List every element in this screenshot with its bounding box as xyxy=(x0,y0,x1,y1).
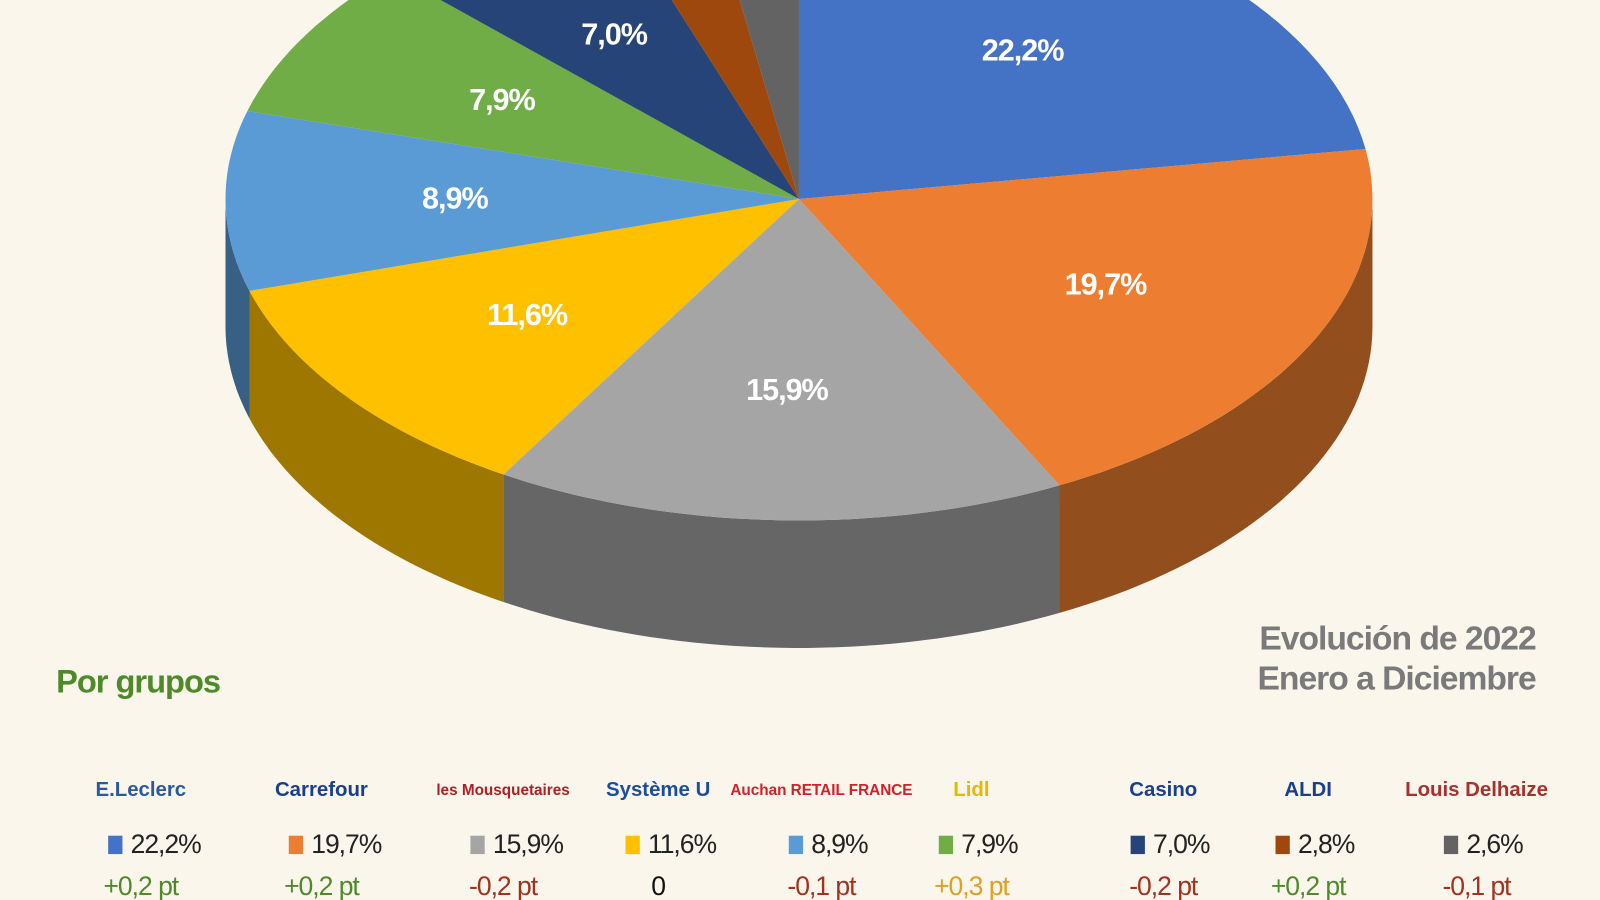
data-label: 11,6% xyxy=(487,298,568,332)
legend-swatch xyxy=(1443,835,1459,855)
slice-side xyxy=(249,290,504,602)
chart-title: Por grupos xyxy=(56,662,220,699)
change-label: +0,2 pt xyxy=(284,871,360,900)
legend-swatch xyxy=(288,835,304,855)
legend-swatch xyxy=(108,835,123,855)
change-label: +0,2 pt xyxy=(1271,871,1347,900)
legend-swatch xyxy=(938,835,954,855)
slice xyxy=(249,198,799,475)
logo: Auchan RETAIL FRANCE xyxy=(730,782,912,799)
change-label: +0,3 pt xyxy=(934,871,1010,900)
slice xyxy=(671,0,799,199)
data-label: 22,2% xyxy=(982,33,1064,67)
legend-swatch xyxy=(470,835,485,855)
legend-value: 7,9% xyxy=(961,829,1018,859)
logo: Système U xyxy=(606,779,710,801)
data-label: 19,7% xyxy=(1065,268,1147,302)
slice xyxy=(247,0,799,199)
legend-value: 15,9% xyxy=(493,829,564,859)
legend-value: 2,6% xyxy=(1466,829,1523,859)
logo: Louis Delhaize xyxy=(1405,779,1548,801)
slice xyxy=(798,0,1366,199)
legend-value: 7,0% xyxy=(1153,829,1210,859)
legend-value: 2,8% xyxy=(1298,829,1355,859)
slice xyxy=(225,111,799,291)
slice xyxy=(798,148,1373,486)
data-label: 15,9% xyxy=(746,373,828,407)
logo: E.Leclerc xyxy=(95,779,186,801)
legend-swatch xyxy=(1130,835,1145,855)
annotation: Evolución de 2022 xyxy=(1259,621,1536,658)
logo: Lidl xyxy=(953,779,989,801)
legend-swatch xyxy=(788,835,804,855)
slice-side xyxy=(1059,198,1373,613)
slice xyxy=(503,198,1060,521)
change-label: 0 xyxy=(651,871,665,900)
logo: Casino xyxy=(1129,779,1197,801)
annotation: Enero a Diciembre xyxy=(1258,661,1536,698)
logo: ALDI xyxy=(1284,779,1332,801)
data-label: 8,9% xyxy=(422,181,488,215)
legend-value: 11,6% xyxy=(648,829,717,859)
change-label: -0,2 pt xyxy=(1129,871,1199,900)
change-label: -0,2 pt xyxy=(469,871,539,900)
slice xyxy=(440,0,799,199)
change-label: -0,1 pt xyxy=(1443,871,1513,900)
change-label: +0,2 pt xyxy=(103,871,179,900)
legend-swatch xyxy=(625,835,640,855)
legend-value: 19,7% xyxy=(311,829,382,859)
legend-swatch xyxy=(1275,835,1290,855)
slice-side xyxy=(503,474,1060,648)
data-label: 7,0% xyxy=(581,17,647,51)
legend-value: 8,9% xyxy=(811,829,868,859)
data-label: 7,9% xyxy=(469,83,535,117)
logo: Carrefour xyxy=(275,779,368,801)
slice-side xyxy=(225,198,250,419)
change-label: -0,1 pt xyxy=(787,871,857,900)
legend-value: 22,2% xyxy=(131,829,202,859)
logo: les Mousquetaires xyxy=(436,782,569,799)
slice xyxy=(739,0,799,199)
